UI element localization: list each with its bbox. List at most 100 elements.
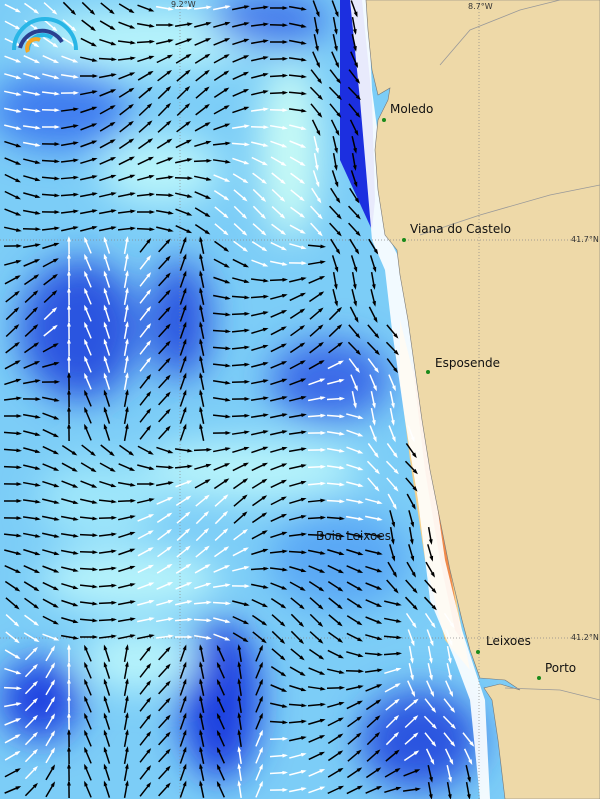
wave-arrow-head — [182, 321, 187, 328]
wave-arrow-head — [431, 604, 437, 611]
wave-arrow-head — [357, 415, 364, 420]
wave-arrow-head — [299, 179, 306, 184]
wave-arrow-head — [469, 741, 475, 747]
wave-arrow-head — [35, 142, 41, 147]
wave-arrow-head — [301, 74, 307, 79]
wave-arrow-head — [186, 38, 193, 43]
wave-arrow-head — [300, 396, 307, 400]
wave-arrow-head — [337, 733, 344, 739]
wave-arrow-head — [281, 531, 288, 536]
wave-arrow-head — [182, 695, 187, 702]
wave-arrow-head — [448, 674, 452, 681]
wave-arrow-head — [67, 389, 71, 395]
wave-arrow-head — [72, 568, 79, 572]
wave-arrow-head — [84, 287, 89, 294]
wave-arrow-head — [187, 464, 193, 469]
wave-arrow-head — [299, 671, 306, 676]
wave-arrow-head — [165, 408, 171, 414]
wave-arrow-head — [337, 604, 343, 610]
wave-arrow-head — [199, 678, 203, 684]
wave-arrow-head — [186, 158, 193, 162]
wave-arrow-head — [281, 496, 287, 501]
wave-arrow-head — [301, 532, 307, 537]
wave-arrow-head — [299, 196, 305, 202]
wave-arrow-head — [103, 406, 108, 413]
wave-arrow-head — [67, 712, 71, 718]
wave-arrow-head — [339, 685, 345, 690]
wave-arrow-head — [315, 11, 320, 18]
wave-forecast-logo — [12, 17, 78, 53]
wave-arrow-head — [199, 253, 203, 259]
wave-arrow-head — [376, 500, 383, 505]
wave-arrow-head — [279, 196, 286, 202]
wave-arrow-head — [318, 291, 325, 297]
wave-arrow-head — [111, 57, 117, 62]
wave-arrow-head — [376, 684, 383, 689]
wave-arrow-head — [168, 617, 174, 622]
wave-arrow-head — [282, 125, 288, 130]
wave-arrow-head — [205, 195, 212, 200]
wave-arrow-head — [16, 482, 22, 486]
wave-arrow-head — [148, 582, 155, 587]
wave-arrow-head — [53, 361, 60, 366]
wave-arrow-head — [338, 379, 345, 383]
wave-arrow-head — [428, 794, 433, 799]
wave-arrow-head — [52, 324, 58, 330]
wave-arrow-head — [391, 385, 396, 392]
wave-arrow-head — [395, 602, 402, 606]
wave-arrow-head — [429, 555, 434, 562]
wave-arrow-head — [353, 181, 358, 188]
wave-arrow-head — [182, 746, 187, 753]
wave-arrow-head — [148, 466, 155, 470]
wave-arrow-head — [199, 695, 203, 701]
wave-arrow-head — [352, 165, 357, 171]
wave-arrow-head — [182, 236, 187, 243]
wave-arrow-head — [374, 333, 380, 339]
wave-arrow-head — [301, 703, 307, 708]
wave-arrow-head — [187, 617, 193, 622]
wave-arrow-head — [146, 323, 152, 329]
wave-arrow-head — [393, 468, 399, 475]
wave-arrow-head — [262, 530, 268, 535]
wave-arrow-head — [146, 697, 152, 703]
wave-arrow-head — [320, 498, 326, 503]
wave-arrow-head — [129, 583, 136, 587]
wave-arrow-head — [225, 430, 231, 435]
wave-arrow-head — [353, 385, 358, 392]
wave-arrow-head — [263, 396, 269, 401]
wave-arrow-head — [54, 226, 60, 231]
wave-arrow-head — [92, 516, 98, 521]
wave-arrow-head — [281, 704, 288, 708]
wave-arrow-head — [301, 261, 307, 266]
wave-arrow-head — [147, 138, 154, 143]
wave-arrow-head — [243, 462, 249, 467]
wave-arrow-head — [91, 226, 98, 230]
wave-arrow-head — [167, 599, 174, 604]
wave-arrow-head — [242, 196, 248, 202]
wave-arrow-head — [281, 343, 287, 348]
wave-arrow-head — [15, 58, 22, 63]
wave-arrow-head — [357, 534, 364, 538]
wave-arrow-head — [376, 636, 383, 641]
wave-arrow-head — [393, 452, 398, 459]
wave-arrow-head — [318, 324, 324, 330]
wave-arrow-head — [199, 270, 203, 276]
wave-arrow-head — [301, 430, 307, 435]
wave-arrow-head — [84, 644, 89, 651]
wave-arrow-head — [185, 511, 191, 517]
wave-arrow-head — [225, 380, 231, 385]
place-label-moledo: Moledo — [390, 102, 434, 116]
wave-arrow-head — [148, 514, 155, 519]
wave-arrow-head — [339, 465, 345, 470]
wave-arrow-head — [410, 640, 415, 647]
wave-arrow-head — [375, 699, 382, 705]
wave-arrow-head — [391, 403, 395, 409]
place-marker — [402, 238, 406, 242]
wave-arrow-head — [168, 210, 174, 215]
wave-arrow-head — [73, 209, 79, 214]
wave-arrow-head — [32, 697, 38, 704]
wave-arrow-head — [279, 213, 286, 219]
wave-arrow-head — [110, 105, 116, 110]
